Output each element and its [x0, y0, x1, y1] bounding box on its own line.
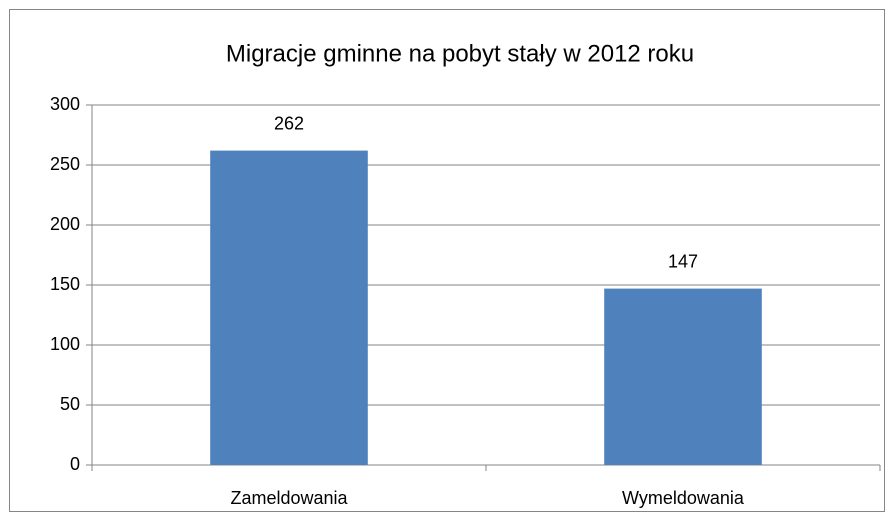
y-tick-label: 0 — [70, 454, 80, 474]
y-tick-label: 100 — [50, 334, 80, 354]
y-tick-label: 150 — [50, 274, 80, 294]
chart-title: Migracje gminne na pobyt stały w 2012 ro… — [226, 40, 694, 67]
data-label: 262 — [274, 113, 304, 133]
y-tick-label: 50 — [60, 394, 80, 414]
y-tick-label: 300 — [50, 94, 80, 114]
y-tick-label: 250 — [50, 154, 80, 174]
bar — [604, 288, 762, 465]
data-label: 147 — [668, 251, 698, 271]
bar — [210, 150, 368, 465]
x-tick-label: Zameldowania — [230, 488, 348, 508]
x-tick-label: Wymeldowania — [622, 488, 745, 508]
y-tick-label: 200 — [50, 214, 80, 234]
